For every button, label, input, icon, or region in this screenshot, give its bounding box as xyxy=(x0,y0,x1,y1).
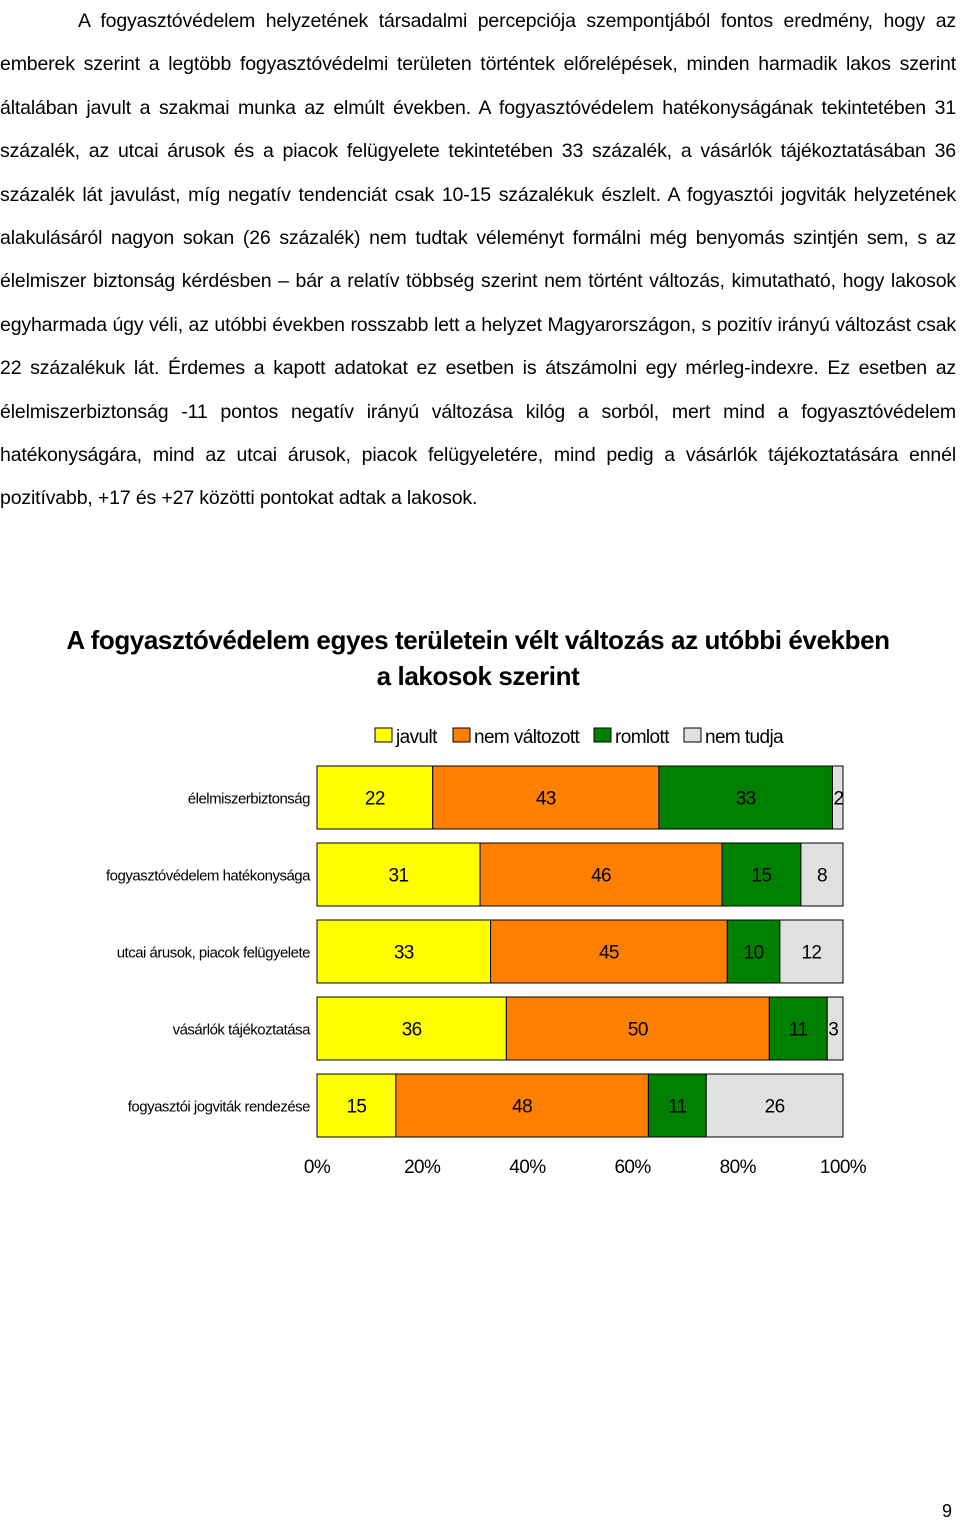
legend-label-1: nem változott xyxy=(474,727,581,748)
data-label-4-1: 48 xyxy=(512,1097,532,1118)
data-label-0-3: 2 xyxy=(833,789,843,810)
data-label-0-2: 33 xyxy=(736,789,756,810)
legend-label-3: nem tudja xyxy=(705,727,784,748)
data-label-1-3: 8 xyxy=(817,866,827,887)
category-label-3: vásárlók tájékoztatása xyxy=(173,1022,312,1039)
data-label-1-2: 15 xyxy=(752,866,772,887)
category-label-0: élelmiszerbiztonság xyxy=(188,791,310,808)
x-tick-label-3: 60% xyxy=(614,1157,651,1178)
category-label-4: fogyasztói jogviták rendezése xyxy=(128,1099,310,1116)
data-label-2-3: 12 xyxy=(801,943,821,964)
category-label-2: utcai árusok, piacok felügyelete xyxy=(117,945,310,962)
data-label-4-2: 11 xyxy=(668,1097,687,1118)
data-label-2-1: 45 xyxy=(599,943,619,964)
data-label-4-3: 26 xyxy=(765,1097,785,1118)
data-label-0-1: 43 xyxy=(536,789,556,810)
data-label-4-0: 15 xyxy=(346,1097,366,1118)
x-tick-label-1: 20% xyxy=(404,1157,441,1178)
legend-swatch-1 xyxy=(453,728,470,742)
legend-swatch-3 xyxy=(684,728,701,742)
data-label-3-0: 36 xyxy=(402,1020,422,1041)
data-label-1-0: 31 xyxy=(389,866,409,887)
x-tick-label-5: 100% xyxy=(820,1157,867,1178)
legend-label-0: javult xyxy=(395,727,438,748)
data-label-0-0: 22 xyxy=(365,789,385,810)
data-label-3-2: 11 xyxy=(789,1020,808,1041)
data-label-2-0: 33 xyxy=(394,943,414,964)
x-tick-label-2: 40% xyxy=(509,1157,546,1178)
legend-swatch-0 xyxy=(375,728,392,742)
legend-label-2: romlott xyxy=(615,727,670,748)
legend-swatch-2 xyxy=(594,728,611,742)
x-tick-label-0: 0% xyxy=(304,1157,331,1178)
data-label-2-2: 10 xyxy=(744,943,764,964)
data-label-3-3: 3 xyxy=(828,1020,838,1041)
page-number: 9 xyxy=(942,1501,952,1522)
category-label-1: fogyasztóvédelem hatékonysága xyxy=(106,868,311,885)
x-tick-label-4: 80% xyxy=(720,1157,757,1178)
data-label-1-1: 46 xyxy=(591,866,611,887)
data-label-3-1: 50 xyxy=(628,1020,648,1041)
